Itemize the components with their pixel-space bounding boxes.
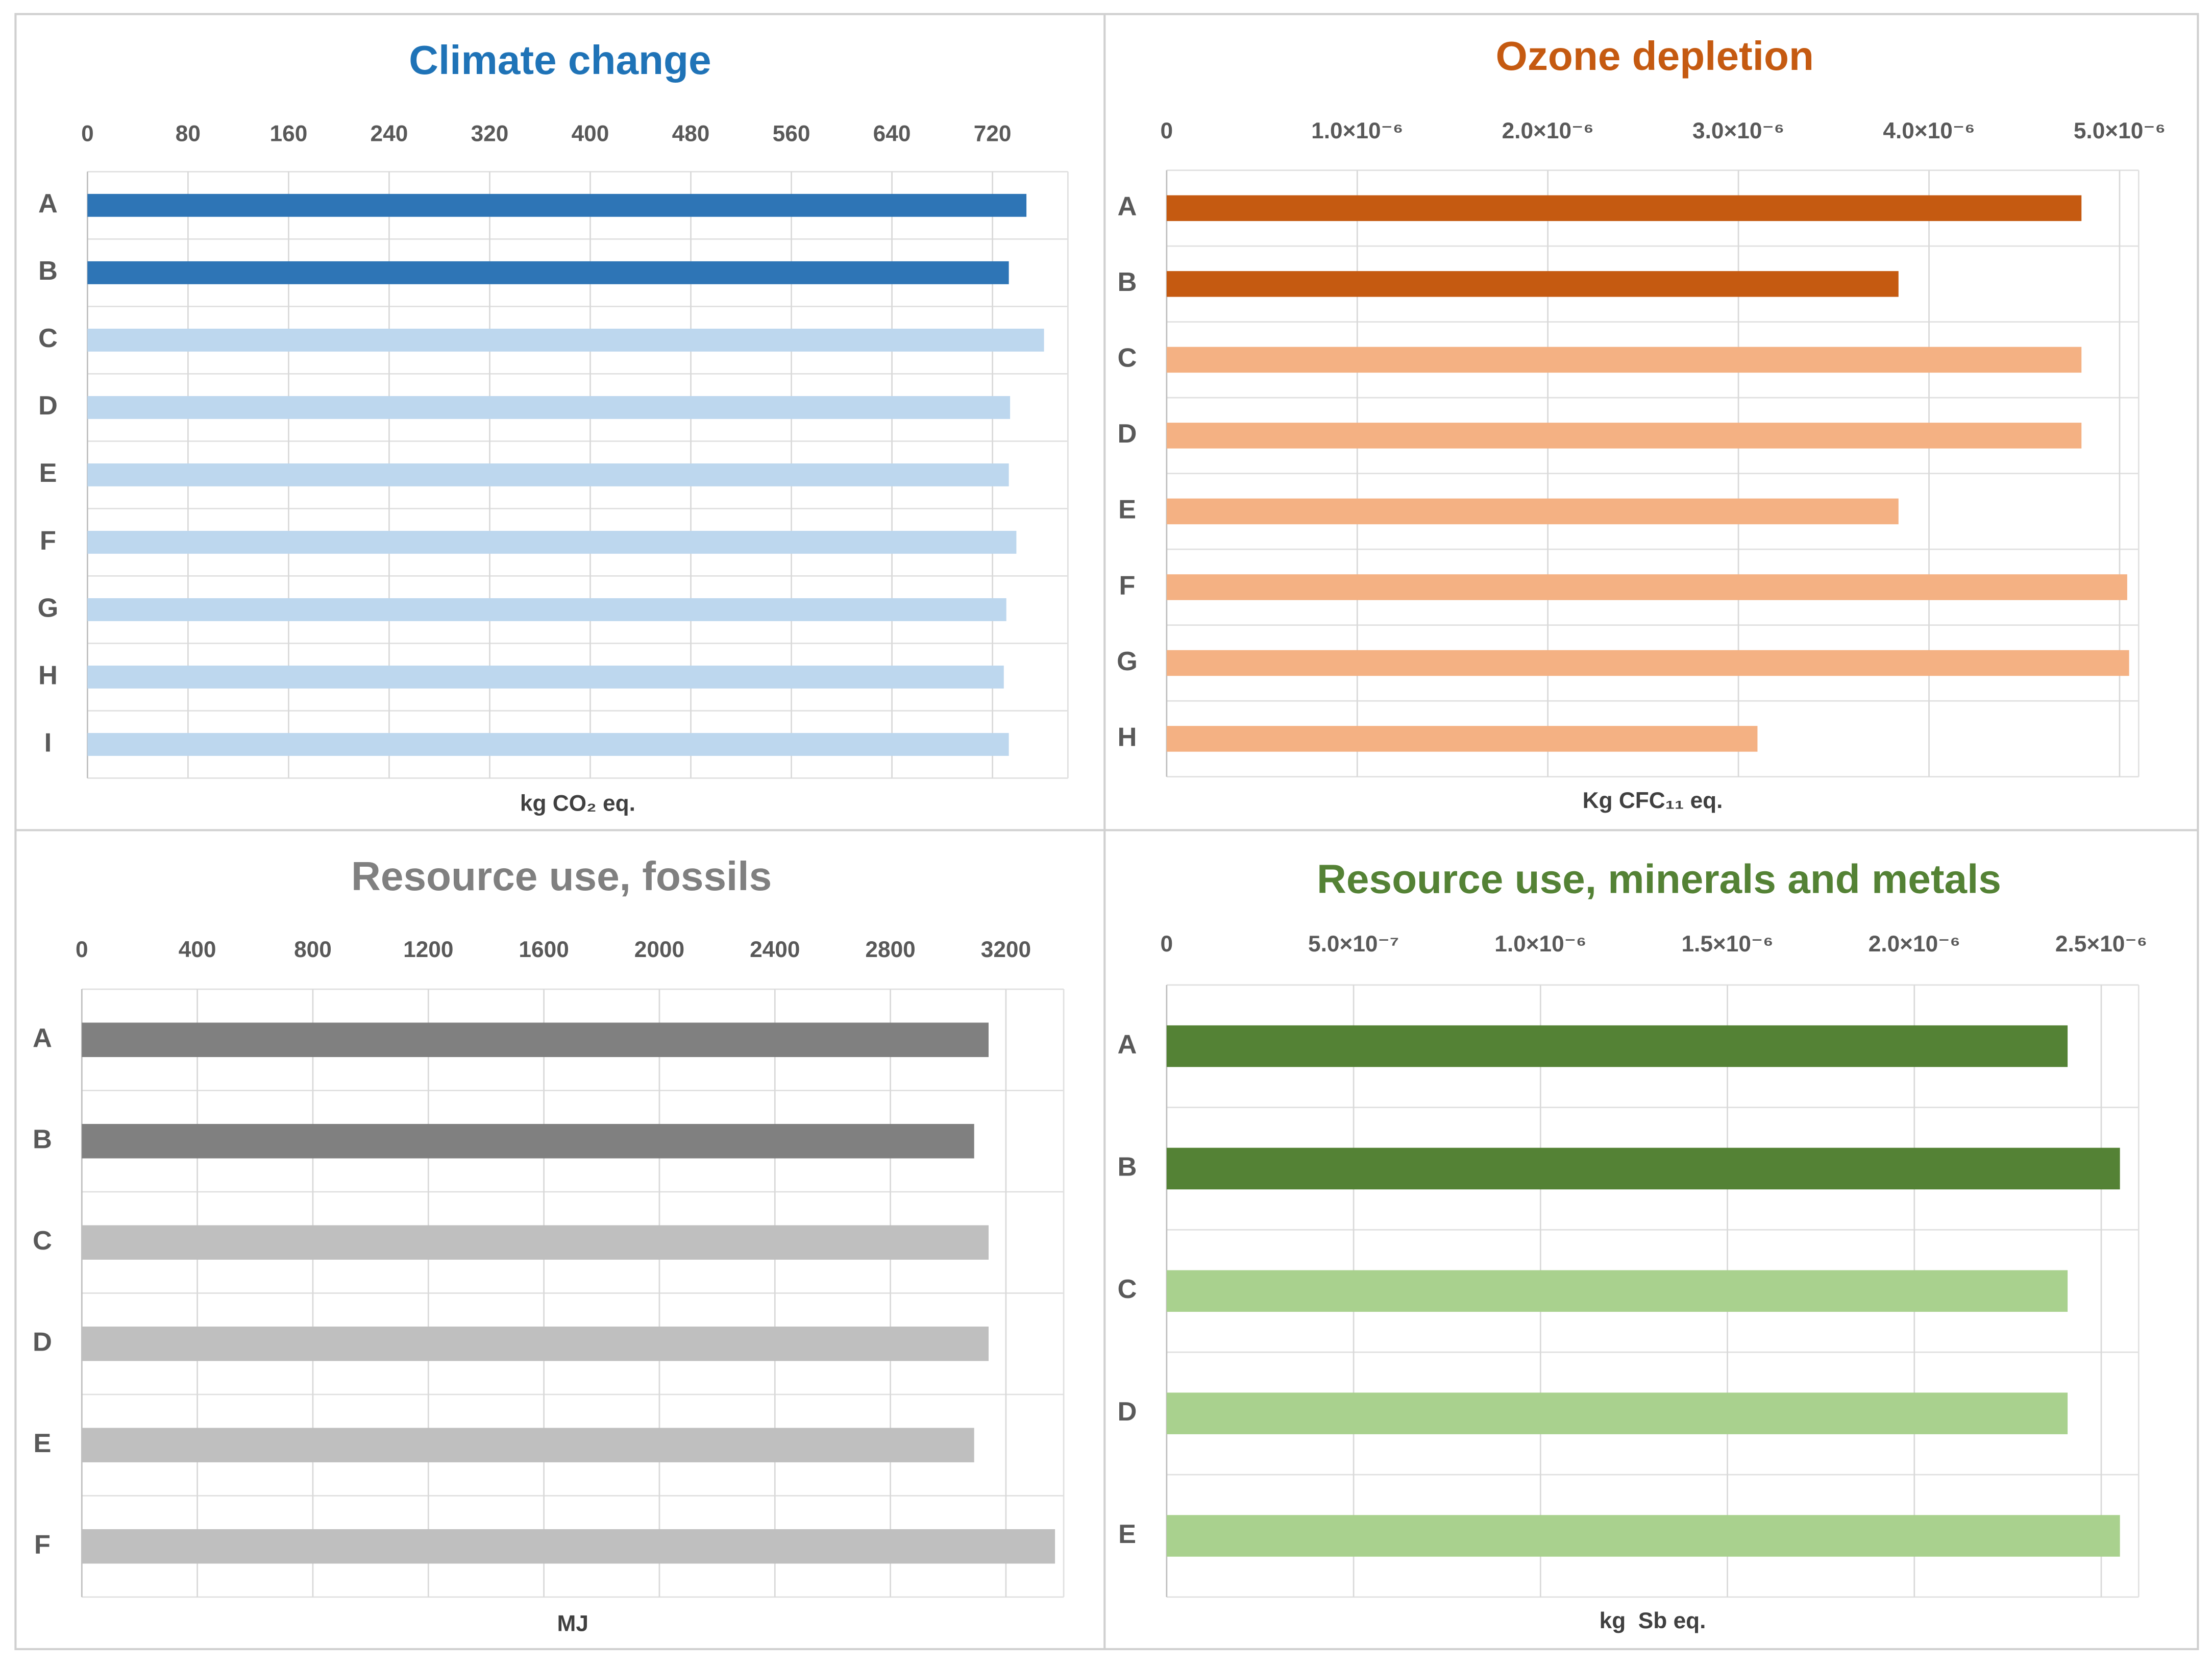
bar [87,193,1027,217]
bar [1166,195,2082,222]
x-tick-label: 480 [672,121,710,146]
bar [82,1225,989,1260]
panel-frame [14,13,2199,1650]
y-tick-label: E [39,458,57,488]
x-tick-label: 2.0×10⁻⁶ [1869,932,1960,957]
x-tick-label: 2400 [750,937,800,962]
y-tick-label: B [33,1125,52,1155]
x-axis-label: Kg CFC₁₁ eq. [1583,788,1723,813]
x-tick-label: 560 [773,121,810,146]
chart-title: Climate change [409,37,711,83]
x-tick-label: 5.0×10⁻⁷ [1308,932,1399,957]
x-tick-label: 4.0×10⁻⁶ [1883,118,1975,143]
x-tick-label: 5.0×10⁻⁶ [2074,118,2166,143]
x-tick-label: 720 [974,121,1012,146]
y-tick-label: F [34,1530,51,1560]
x-axis-label: MJ [557,1611,588,1636]
bar [87,328,1044,352]
y-tick-label: E [1118,1520,1136,1549]
x-tick-label: 2000 [634,937,684,962]
x-tick-label: 80 [176,121,201,146]
x-tick-label: 0 [1161,118,1173,143]
y-tick-label: E [1118,495,1136,525]
bar [1166,423,2082,449]
bar [1166,347,2082,373]
bar [1166,1147,2120,1190]
y-tick-label: C [1117,1275,1137,1304]
y-tick-label: C [33,1226,52,1256]
y-tick-label: F [40,526,56,555]
y-tick-label: E [33,1429,51,1458]
y-tick-label: H [38,660,58,690]
x-tick-label: 2.0×10⁻⁶ [1502,118,1594,143]
x-tick-label: 320 [471,121,509,146]
x-tick-label: 1.5×10⁻⁶ [1681,932,1773,957]
bar [87,598,1006,621]
x-tick-label: 3200 [981,937,1031,962]
y-tick-label: D [1117,1397,1137,1427]
bar [1166,650,2129,676]
x-tick-label: 3.0×10⁻⁶ [1692,118,1784,143]
y-tick-label: B [1117,1152,1137,1182]
bar [82,1529,1055,1564]
x-tick-label: 1.0×10⁻⁶ [1311,118,1403,143]
y-tick-label: D [1117,419,1137,449]
x-tick-label: 640 [873,121,911,146]
chart-title: Resource use, minerals and metals [1317,856,2001,902]
y-tick-label: A [38,189,58,218]
y-tick-label: F [1119,571,1135,600]
bar [1166,726,1758,752]
x-tick-label: 240 [371,121,408,146]
y-tick-label: C [1117,344,1137,373]
bar [87,530,1017,554]
y-tick-label: D [33,1328,52,1357]
bar [87,396,1011,419]
x-tick-label: 1600 [519,937,569,962]
y-tick-label: G [1117,647,1138,676]
y-tick-label: G [38,593,59,623]
bar [1166,1270,2068,1312]
y-tick-label: B [1117,267,1137,297]
y-tick-label: A [33,1023,52,1053]
x-tick-label: 0 [81,121,94,146]
y-tick-label: D [38,391,58,421]
x-tick-label: 1.0×10⁻⁶ [1494,932,1586,957]
y-tick-label: H [1117,722,1137,752]
x-tick-label: 400 [179,937,216,962]
x-tick-label: 400 [572,121,609,146]
bar [1166,498,1899,525]
bar [1166,1392,2068,1434]
y-tick-label: A [1117,192,1137,222]
bar [87,666,1004,689]
y-tick-label: A [1117,1030,1137,1060]
bar [1166,574,2127,600]
bar [82,1123,974,1159]
x-tick-label: 800 [294,937,332,962]
bar [1166,271,1899,297]
chart-title: Resource use, fossils [351,853,772,899]
x-tick-label: 1200 [403,937,453,962]
bar [82,1326,989,1361]
x-tick-label: 0 [76,937,88,962]
x-tick-label: 2800 [865,937,915,962]
x-tick-label: 0 [1161,932,1173,957]
x-tick-label: 2.5×10⁻⁶ [2055,932,2147,957]
chart-title: Ozone depletion [1496,33,1814,79]
bar [1166,1515,2120,1557]
bar [82,1022,989,1057]
y-tick-label: I [44,728,52,757]
bar [1166,1025,2068,1067]
x-tick-label: 160 [270,121,308,146]
y-tick-label: C [38,324,58,353]
x-axis-label: kg CO₂ eq. [520,791,635,816]
bar [82,1428,974,1462]
y-tick-label: B [38,256,58,286]
bar [87,733,1009,756]
bar [87,261,1009,284]
x-axis-label: kg Sb eq. [1600,1608,1706,1633]
bar [87,463,1009,486]
